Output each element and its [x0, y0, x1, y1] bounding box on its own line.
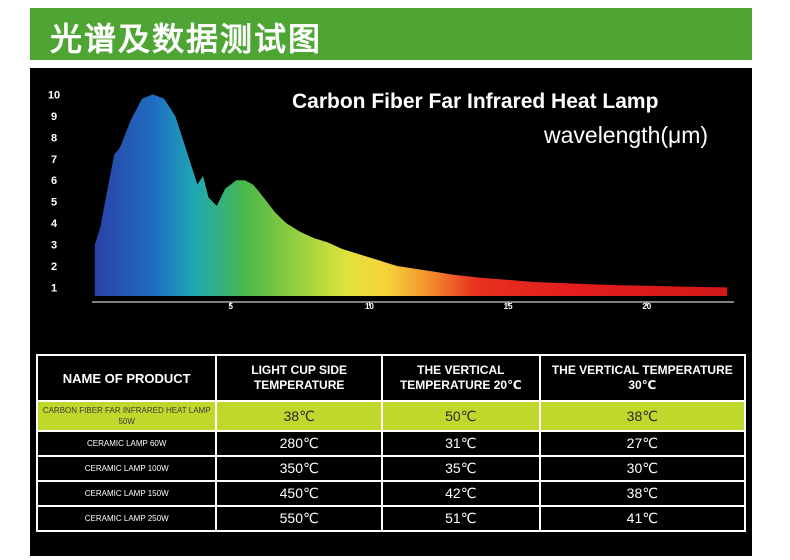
side-temp-cell: 450℃ — [215, 480, 383, 507]
vertical-20-cell: 35℃ — [380, 455, 541, 482]
vertical-20-cell: 50℃ — [380, 400, 541, 432]
table-row: CARBON FIBER FAR INFRARED HEAT LAMP 50W … — [35, 400, 747, 432]
product-name-cell: CERAMIC LAMP 250W — [35, 505, 218, 532]
y-tick-label: 6 — [51, 175, 57, 187]
y-tick-label: 9 — [51, 111, 57, 123]
vertical-20-cell: 31℃ — [380, 430, 541, 457]
product-name-cell: CERAMIC LAMP 60W — [35, 430, 218, 457]
vertical-20-cell: 51℃ — [380, 505, 541, 532]
spectrum-area — [94, 94, 728, 297]
side-temp-cell: 550℃ — [215, 505, 383, 532]
y-tick-label: 3 — [51, 240, 57, 252]
table-row: CERAMIC LAMP 100W 350℃ 35℃ 30℃ — [35, 455, 747, 482]
y-tick-label: 10 — [48, 89, 60, 101]
x-tick-label: 10 — [365, 302, 374, 311]
y-tick-label: 5 — [51, 197, 57, 209]
side-temp-cell: 350℃ — [215, 455, 383, 482]
table-header-row: NAME OF PRODUCT LIGHT CUP SIDE TEMPERATU… — [35, 354, 747, 402]
banner-title: 光谱及数据测试图 — [50, 20, 323, 58]
side-temp-cell: 38℃ — [215, 400, 383, 432]
x-tick-label: 20 — [642, 302, 651, 311]
y-tick-label: 8 — [51, 132, 57, 144]
chart-unit-label: wavelength(μm) — [544, 122, 709, 148]
header-side-temp: LIGHT CUP SIDE TEMPERATURE — [215, 354, 383, 402]
product-name-cell: CARBON FIBER FAR INFRARED HEAT LAMP 50W — [35, 400, 218, 432]
y-tick-label: 1 — [51, 282, 57, 294]
vertical-30-cell: 27℃ — [538, 430, 747, 457]
vertical-20-cell: 42℃ — [380, 480, 541, 507]
table-row: CERAMIC LAMP 250W 550℃ 51℃ 41℃ — [35, 505, 747, 532]
table-row: CERAMIC LAMP 60W 280℃ 31℃ 27℃ — [35, 430, 747, 457]
spectrum-panel: 5 10 15 20 1 2 3 4 5 6 7 8 9 10 Carbon Fiber Far Inf… — [30, 68, 752, 556]
header-vertical-30: THE VERTICAL TEMPERATURE 30℃ — [538, 354, 747, 402]
header-vertical-20: THE VERTICAL TEMPERATURE 20℃ — [380, 354, 541, 402]
y-tick-label: 7 — [51, 154, 57, 166]
table-row: CERAMIC LAMP 150W 450℃ 42℃ 38℃ — [35, 480, 747, 507]
x-tick-label: 15 — [504, 302, 513, 311]
temperature-table: NAME OF PRODUCT LIGHT CUP SIDE TEMPERATU… — [35, 354, 747, 532]
vertical-30-cell: 38℃ — [538, 400, 747, 432]
product-name-cell: CERAMIC LAMP 100W — [35, 455, 218, 482]
vertical-30-cell: 30℃ — [538, 455, 747, 482]
vertical-30-cell: 41℃ — [538, 505, 747, 532]
title-banner: 光谱及数据测试图 — [30, 8, 752, 60]
side-temp-cell: 280℃ — [215, 430, 383, 457]
chart-title: Carbon Fiber Far Infrared Heat Lamp — [292, 90, 659, 113]
product-name-cell: CERAMIC LAMP 150W — [35, 480, 218, 507]
spectrum-chart: 5 10 15 20 1 2 3 4 5 6 7 8 9 10 — [48, 89, 734, 311]
y-tick-label: 4 — [51, 218, 58, 230]
vertical-30-cell: 38℃ — [538, 480, 747, 507]
x-tick-label: 5 — [228, 302, 233, 311]
y-tick-label: 2 — [51, 261, 57, 273]
header-product-name: NAME OF PRODUCT — [35, 354, 218, 402]
